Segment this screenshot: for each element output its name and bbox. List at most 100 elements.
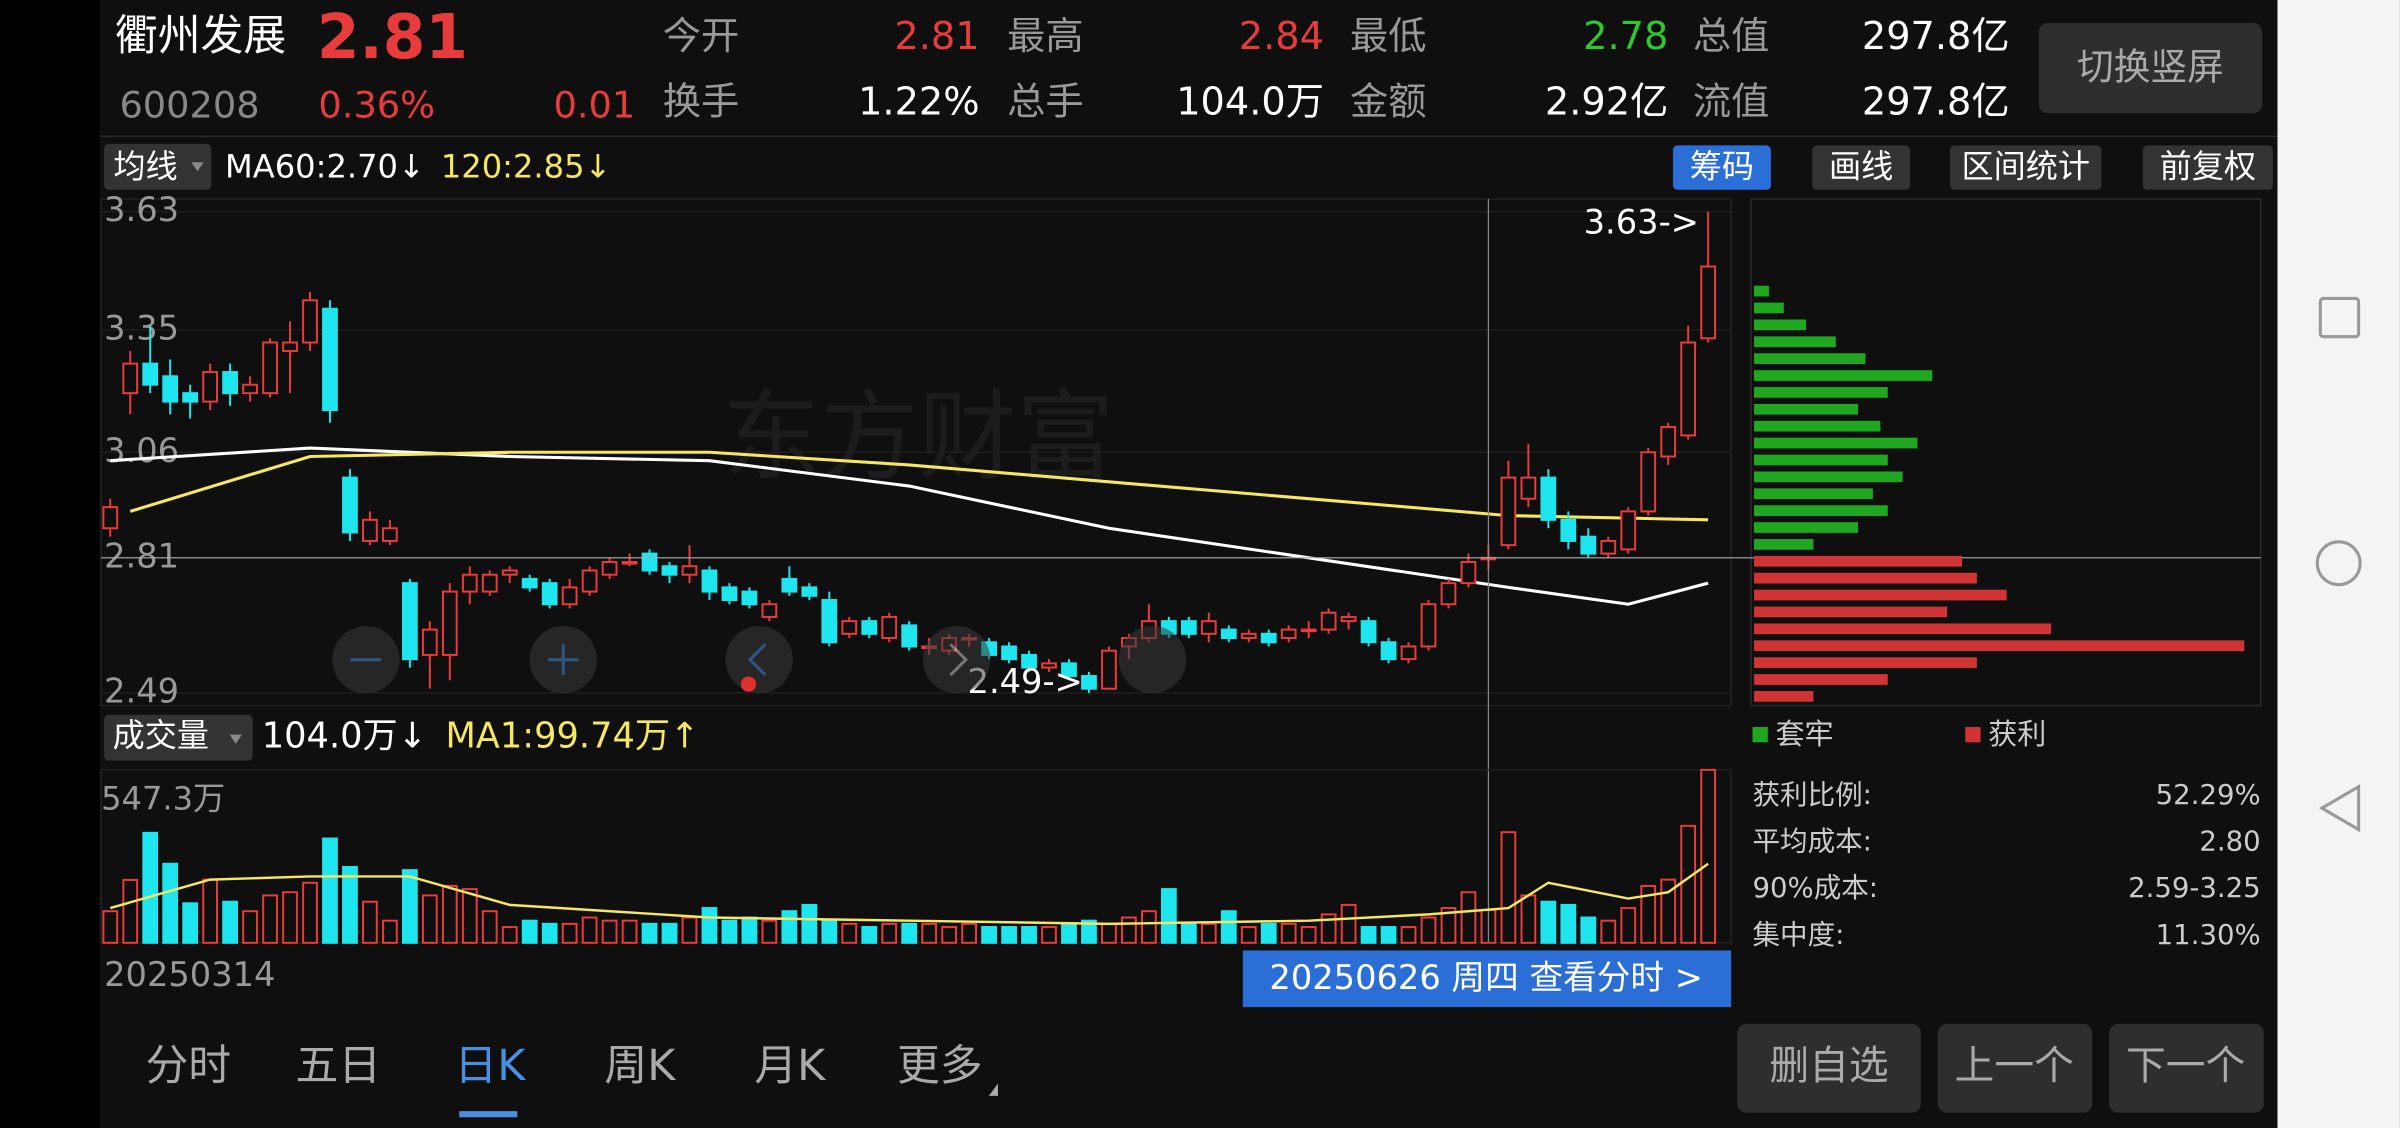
volume-bar xyxy=(621,919,638,944)
volume-bar xyxy=(961,922,978,944)
candle-body xyxy=(421,628,438,656)
volume-menu[interactable] xyxy=(104,714,253,761)
y-tick-label: 2.49 xyxy=(104,671,179,710)
button-text[interactable]: 下一个 xyxy=(2126,1043,2245,1089)
candle-body xyxy=(501,569,518,576)
tool-button-text: 区间统计 xyxy=(1961,147,2089,185)
volume-bar xyxy=(182,902,199,944)
nav-back[interactable] xyxy=(2318,784,2361,833)
volume-bar xyxy=(1540,900,1557,944)
candle-body xyxy=(362,518,378,542)
candle-body xyxy=(581,569,598,593)
candle-body xyxy=(162,375,179,403)
chip-stat-value: 2.80 xyxy=(2199,826,2260,858)
candle-body xyxy=(1440,582,1457,606)
tab[interactable]: 五日 xyxy=(295,1041,381,1091)
icon xyxy=(949,643,968,677)
stat-value: 2.92亿 xyxy=(1545,80,1668,125)
chip-bar xyxy=(1754,589,2007,601)
stat-label: 今开 xyxy=(663,14,740,59)
tab[interactable]: 周K xyxy=(604,1041,676,1091)
ma-menu[interactable] xyxy=(104,143,212,190)
volume-bar xyxy=(641,922,658,944)
tab[interactable]: 更多 xyxy=(897,1041,983,1091)
candle-body xyxy=(481,573,498,593)
volume-bar xyxy=(1160,888,1177,944)
volume-bar xyxy=(541,922,558,944)
rotate-button-text: 切换竖屏 xyxy=(2077,45,2224,88)
volume-bar xyxy=(701,907,718,944)
chip-bar xyxy=(1754,285,1769,297)
tool-button[interactable] xyxy=(1672,145,1771,190)
crosshair-label-bg[interactable] xyxy=(1242,950,1732,1008)
candle-body xyxy=(282,341,298,352)
button-bg[interactable] xyxy=(1737,1023,1921,1113)
tool-button[interactable] xyxy=(1949,145,2102,190)
chip-bar xyxy=(1754,623,2052,635)
volume-bar xyxy=(401,869,418,944)
button-bg[interactable] xyxy=(2109,1023,2264,1113)
button-text[interactable]: 上一个 xyxy=(1955,1043,2074,1089)
candle-body xyxy=(222,371,238,395)
candle-body xyxy=(1180,620,1197,635)
candle-body xyxy=(1340,615,1357,623)
volume-bar xyxy=(302,881,318,944)
candle-body xyxy=(302,299,318,344)
y-tick-label: 2.81 xyxy=(104,536,179,575)
volume-bar xyxy=(601,919,618,944)
tab[interactable]: 分时 xyxy=(145,1041,231,1091)
stat-value: 2.84 xyxy=(1239,14,1324,59)
volume-bar xyxy=(1420,916,1437,944)
volume-bar xyxy=(821,919,838,944)
chip-bar xyxy=(1754,674,1888,685)
volume-bar xyxy=(362,900,378,944)
volume-bar xyxy=(581,916,598,944)
volume-bar xyxy=(681,916,698,944)
rotate-button[interactable] xyxy=(2038,22,2263,114)
chip-stat-label: 90%成本: xyxy=(1753,872,1879,904)
volume-bar xyxy=(1620,907,1637,944)
y-tick-label: 547.3万 xyxy=(101,779,225,817)
candle-body xyxy=(1500,476,1517,547)
scroll-right[interactable] xyxy=(922,625,991,694)
candle-body xyxy=(1600,539,1617,555)
volume-menu-text: 成交量 xyxy=(113,717,209,755)
chip-stat-label: 集中度: xyxy=(1753,919,1845,951)
candle-body xyxy=(541,582,558,606)
volume-ma: MA1:99.74万↑ xyxy=(445,716,699,757)
volume-bar xyxy=(421,894,438,944)
volume-bar xyxy=(941,926,958,944)
chip-bar xyxy=(1754,488,1873,500)
candle-body xyxy=(1240,632,1257,640)
candle-body xyxy=(801,586,818,597)
reset-zoom[interactable] xyxy=(1118,625,1187,694)
button-bg[interactable] xyxy=(1937,1023,2093,1113)
crosshair-label[interactable]: 20250626 周四 查看分时 > xyxy=(1269,958,1703,997)
volume-bar xyxy=(1440,907,1457,944)
nav-bar xyxy=(2277,0,2400,1128)
button-text[interactable]: 删自选 xyxy=(1769,1043,1888,1089)
nav-recent[interactable] xyxy=(2318,296,2361,339)
tab[interactable]: 月K xyxy=(754,1041,826,1091)
candle-body xyxy=(1260,632,1277,644)
scroll-left[interactable] xyxy=(725,625,793,694)
change-pct: 0.36% xyxy=(318,84,435,127)
candle-body xyxy=(661,565,678,576)
volume-bar xyxy=(841,922,858,944)
legend-swatch xyxy=(1752,727,1768,743)
stat-label: 流值 xyxy=(1693,80,1769,125)
tab[interactable]: 日K xyxy=(454,1041,526,1091)
tool-button[interactable] xyxy=(1812,145,1911,190)
ma120-text: 120:2.85↓ xyxy=(441,147,612,185)
volume-bar xyxy=(801,903,818,944)
volume-bar xyxy=(1300,926,1317,944)
x-start-label: 20250314 xyxy=(104,955,275,994)
volume-bar xyxy=(162,862,179,944)
candle-body xyxy=(1200,620,1217,635)
volume-bar xyxy=(1081,919,1097,944)
nav-home[interactable] xyxy=(2315,540,2362,587)
chip-bar xyxy=(1754,403,1859,415)
volume-bar xyxy=(1180,922,1197,944)
tool-button[interactable] xyxy=(2142,145,2273,190)
